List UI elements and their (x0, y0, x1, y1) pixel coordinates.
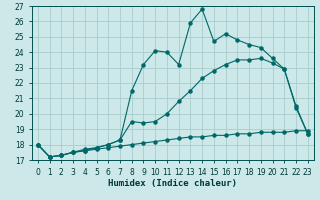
X-axis label: Humidex (Indice chaleur): Humidex (Indice chaleur) (108, 179, 237, 188)
